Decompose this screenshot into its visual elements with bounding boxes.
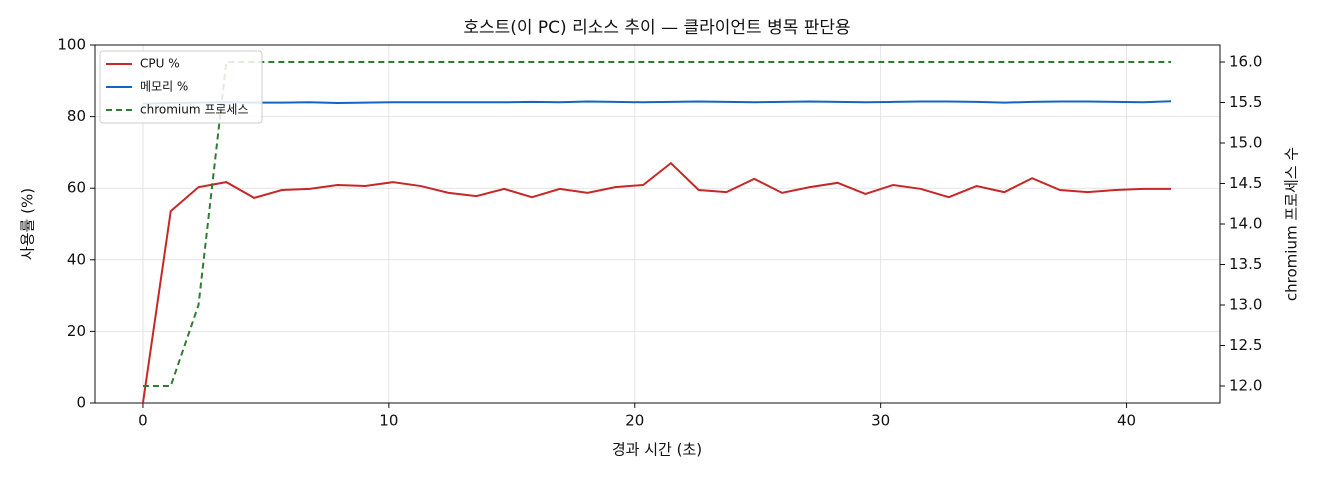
series-line [142, 61, 1172, 387]
series-line [142, 100, 1172, 105]
y2-tick-label: 14.0 [1229, 215, 1262, 233]
x-tick-label: 40 [1117, 412, 1136, 430]
y2-axis-label: chromium 프로세스 수 [1283, 147, 1301, 301]
y2-tick-label: 15.0 [1229, 134, 1262, 152]
x-tick-label: 0 [138, 412, 148, 430]
legend-label: chromium 프로세스 [140, 103, 249, 117]
y-tick-label: 60 [67, 179, 86, 197]
y-tick-label: 100 [57, 36, 86, 54]
series-line [141, 161, 1172, 404]
y-axis-label: 사용률 (%) [19, 188, 37, 260]
legend-box [99, 50, 263, 124]
y-tick-label: 20 [67, 322, 86, 340]
y-tick-label: 0 [76, 394, 86, 412]
y2-tick-label: 12.5 [1229, 336, 1262, 354]
y2-tick-label: 12.0 [1229, 376, 1262, 394]
legend-label: 메모리 % [140, 80, 188, 94]
x-tick-label: 30 [871, 412, 890, 430]
x-tick-label: 10 [379, 412, 398, 430]
y2-tick-label: 14.5 [1229, 174, 1262, 192]
x-tick-label: 20 [625, 412, 644, 430]
x-axis-label: 경과 시간 (초) [612, 441, 702, 459]
y2-tick-label: 15.5 [1229, 93, 1262, 111]
plot-frame [94, 44, 1221, 404]
legend-label: CPU % [140, 57, 180, 71]
y2-tick-label: 16.0 [1229, 53, 1262, 71]
y-tick-label: 80 [67, 107, 86, 125]
y2-tick-label: 13.5 [1229, 255, 1262, 273]
y-tick-label: 40 [67, 250, 86, 268]
chart-title: 호스트(이 PC) 리소스 추이 — 클라이언트 병목 판단용 [463, 18, 850, 38]
y2-tick-label: 13.0 [1229, 295, 1262, 313]
